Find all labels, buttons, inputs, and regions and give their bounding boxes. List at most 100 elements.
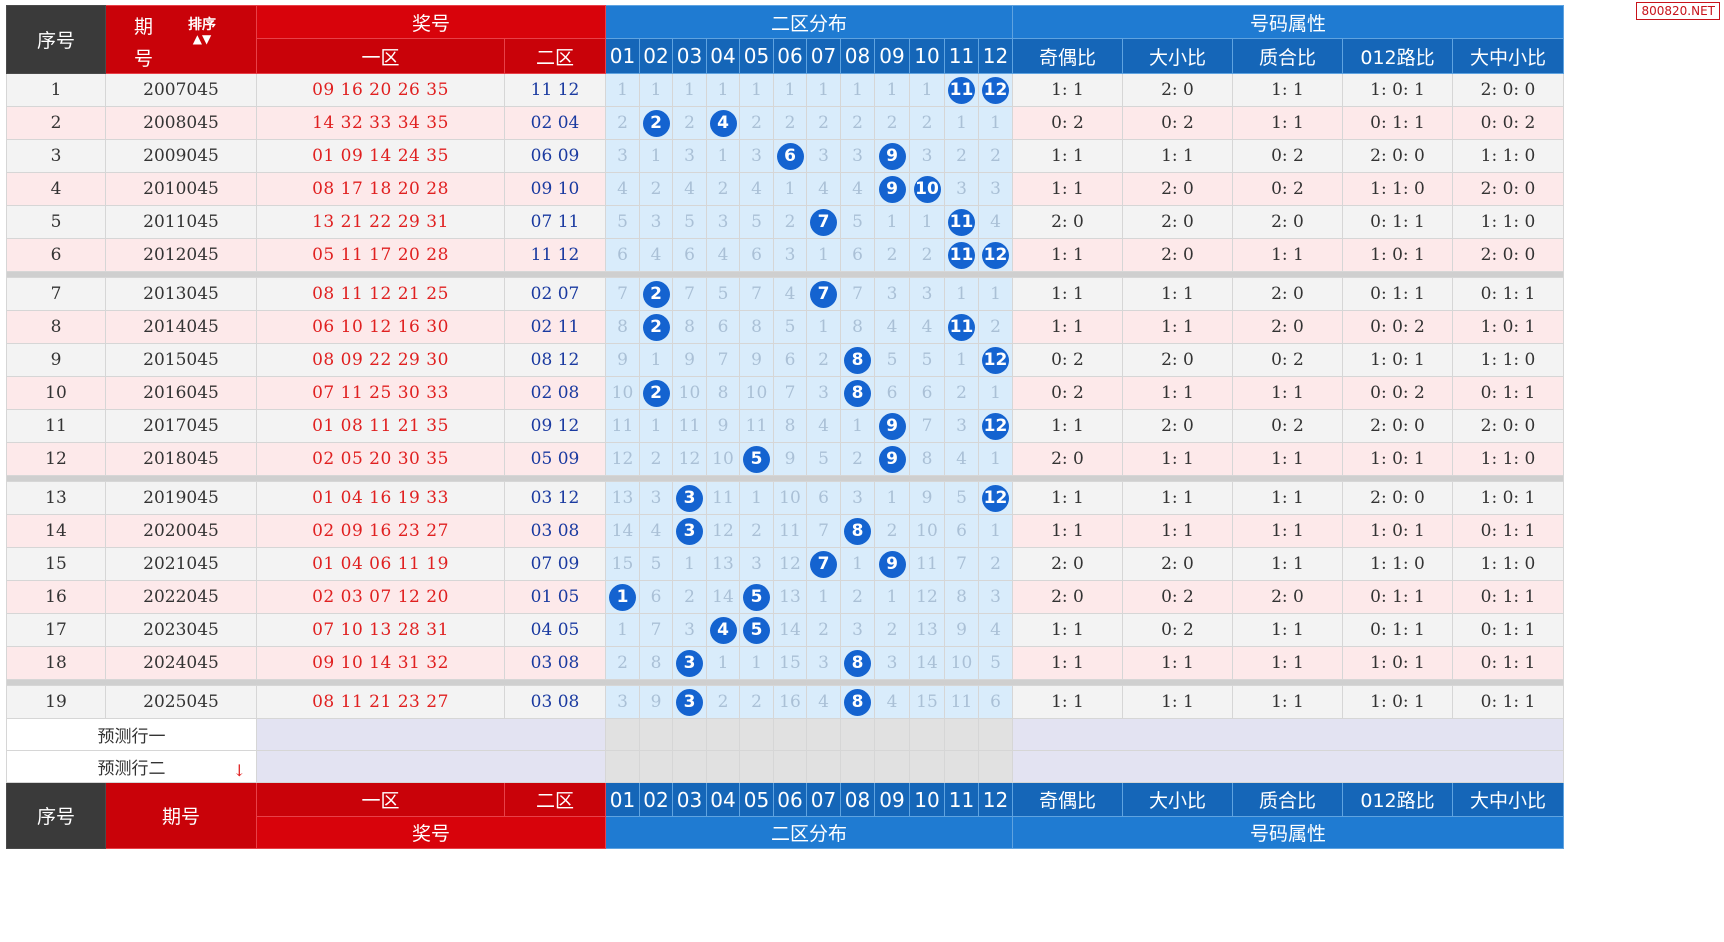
dist-cell: 7 — [806, 514, 841, 548]
miss-count: 8 — [956, 587, 967, 607]
row-seq: 17 — [6, 613, 106, 647]
miss-count: 13 — [712, 554, 734, 574]
predict-dist-cell[interactable] — [840, 718, 875, 751]
miss-count: 6 — [990, 692, 1001, 712]
dist-cell: 8 — [944, 580, 979, 614]
sort-button[interactable]: 排序 ▲▼ — [188, 14, 216, 45]
row-attr: 1: 1 — [1122, 646, 1233, 680]
predict-dist-cell[interactable] — [706, 750, 740, 783]
row-attr: 1: 1 — [1012, 238, 1123, 272]
footer-zone2: 二区 — [504, 782, 606, 817]
dist-cell: 1 — [944, 277, 979, 311]
predict-dist-cell[interactable] — [639, 718, 673, 751]
footer-header-row: 奖号 二区分布 号码属性 — [7, 816, 1564, 849]
predict-attr-input[interactable] — [1012, 718, 1564, 751]
dist-cell: 2 — [739, 106, 774, 140]
predict-dist-cell[interactable] — [909, 750, 945, 783]
predict-dist-cell[interactable] — [909, 718, 945, 751]
predict-dist-cell[interactable] — [672, 750, 707, 783]
miss-count: 12 — [779, 554, 801, 574]
dist-col-header: 09 — [874, 38, 910, 74]
dist-cell: 9 — [773, 442, 807, 476]
lottery-trend-table: 序号 期 号 排序 ▲▼ 奖号 二区分布 号码属性 一区 二区 01 02 03 04… — [6, 5, 1564, 849]
arrow-down-icon[interactable]: ↓ — [232, 761, 246, 780]
row-attr: 2: 0 — [1232, 310, 1343, 344]
predict-dist-cell[interactable] — [978, 718, 1013, 751]
predict-dist-cell[interactable] — [739, 750, 774, 783]
row-seq: 3 — [6, 139, 106, 173]
dist-cell: 11 — [773, 514, 807, 548]
predict-dist-cell[interactable] — [605, 750, 640, 783]
dist-cell: 3 — [672, 481, 707, 515]
row-attr: 1: 1 — [1122, 310, 1233, 344]
row-issue: 2016045 — [105, 376, 257, 410]
miss-count: 3 — [818, 653, 829, 673]
row-attr: 1: 1 — [1122, 277, 1233, 311]
miss-count: 1 — [751, 653, 762, 673]
predict-dist-cell[interactable] — [639, 750, 673, 783]
row-issue: 2013045 — [105, 277, 257, 311]
predict-attr-input[interactable] — [1012, 750, 1564, 783]
dist-cell: 4 — [739, 172, 774, 206]
dist-cell: 1 — [605, 73, 640, 107]
dist-cell: 4 — [639, 514, 673, 548]
dist-cell: 2 — [605, 646, 640, 680]
dist-col-header: 04 — [706, 38, 740, 74]
hit-ball: 11 — [948, 208, 975, 236]
miss-count: 1 — [784, 80, 796, 100]
dist-cell: 5 — [739, 205, 774, 239]
dist-cell: 9 — [874, 547, 910, 581]
miss-count: 12 — [712, 521, 734, 541]
predict-dist-cell[interactable] — [739, 718, 774, 751]
predict-dist-cell[interactable] — [706, 718, 740, 751]
predict-dist-cell[interactable] — [944, 718, 979, 751]
dist-cell: 3 — [672, 613, 707, 647]
miss-count: 9 — [717, 416, 729, 436]
row-attr: 0: 1: 1 — [1342, 205, 1453, 239]
miss-count: 10 — [712, 449, 734, 469]
row-zone1-numbers: 07 11 25 30 33 — [256, 376, 505, 410]
predict-dist-cell[interactable] — [806, 750, 841, 783]
row-issue: 2012045 — [105, 238, 257, 272]
predict-row[interactable]: 预测行一 — [6, 718, 1564, 751]
table-row: 12 2018045 02 05 20 30 35 05 09 12 2 12 10 5 9 5 2 9… — [6, 442, 1564, 476]
miss-count: 11 — [745, 416, 768, 436]
dist-cell: 2 — [639, 106, 673, 140]
dist-cell: 7 — [840, 277, 875, 311]
hit-ball: 1 — [609, 583, 636, 611]
predict-prize-input[interactable] — [256, 718, 606, 751]
predict-dist-cell[interactable] — [773, 750, 807, 783]
row-attr: 0: 2 — [1232, 409, 1343, 443]
miss-count: 3 — [921, 284, 933, 304]
predict-dist-cell[interactable] — [874, 718, 910, 751]
row-attr: 0: 1: 1 — [1452, 277, 1564, 311]
hit-ball: 2 — [642, 379, 670, 407]
dist-cell: 11 — [944, 73, 979, 107]
predict-dist-cell[interactable] — [605, 718, 640, 751]
row-zone1-numbers: 02 03 07 12 20 — [256, 580, 505, 614]
predict-dist-cell[interactable] — [773, 718, 807, 751]
table-row: 13 2019045 01 04 16 19 33 03 12 13 3 3 11 1 10 6 3 1… — [6, 481, 1564, 515]
dist-cell: 11 — [706, 481, 740, 515]
miss-count: 7 — [921, 416, 933, 436]
predict-row[interactable]: 预测行二 ↓ — [6, 750, 1564, 783]
predict-dist-cell[interactable] — [874, 750, 910, 783]
predict-dist-cell[interactable] — [840, 750, 875, 783]
predict-prize-input[interactable] — [256, 750, 606, 783]
predict-dist-cell[interactable] — [672, 718, 707, 751]
predict-dist-cell[interactable] — [944, 750, 979, 783]
predict-dist-cell[interactable] — [978, 750, 1013, 783]
dist-cell: 1 — [909, 73, 945, 107]
predict-dist-cell[interactable] — [806, 718, 841, 751]
dist-cell: 3 — [706, 205, 740, 239]
table-row: 2 2008045 14 32 33 34 35 02 04 2 2 2 4 2 2 2 2 2 2 1 1 0… — [6, 106, 1564, 140]
dist-cell: 6 — [944, 514, 979, 548]
dist-cell: 10 — [773, 481, 807, 515]
attr-col-header: 质合比 — [1232, 38, 1343, 74]
miss-count: 5 — [921, 350, 933, 370]
dist-cell: 1 — [874, 580, 910, 614]
miss-count: 4 — [852, 179, 863, 199]
header-issue-top: 期 — [134, 16, 154, 38]
row-attr: 1: 1 — [1232, 376, 1343, 410]
dist-cell: 7 — [605, 277, 640, 311]
